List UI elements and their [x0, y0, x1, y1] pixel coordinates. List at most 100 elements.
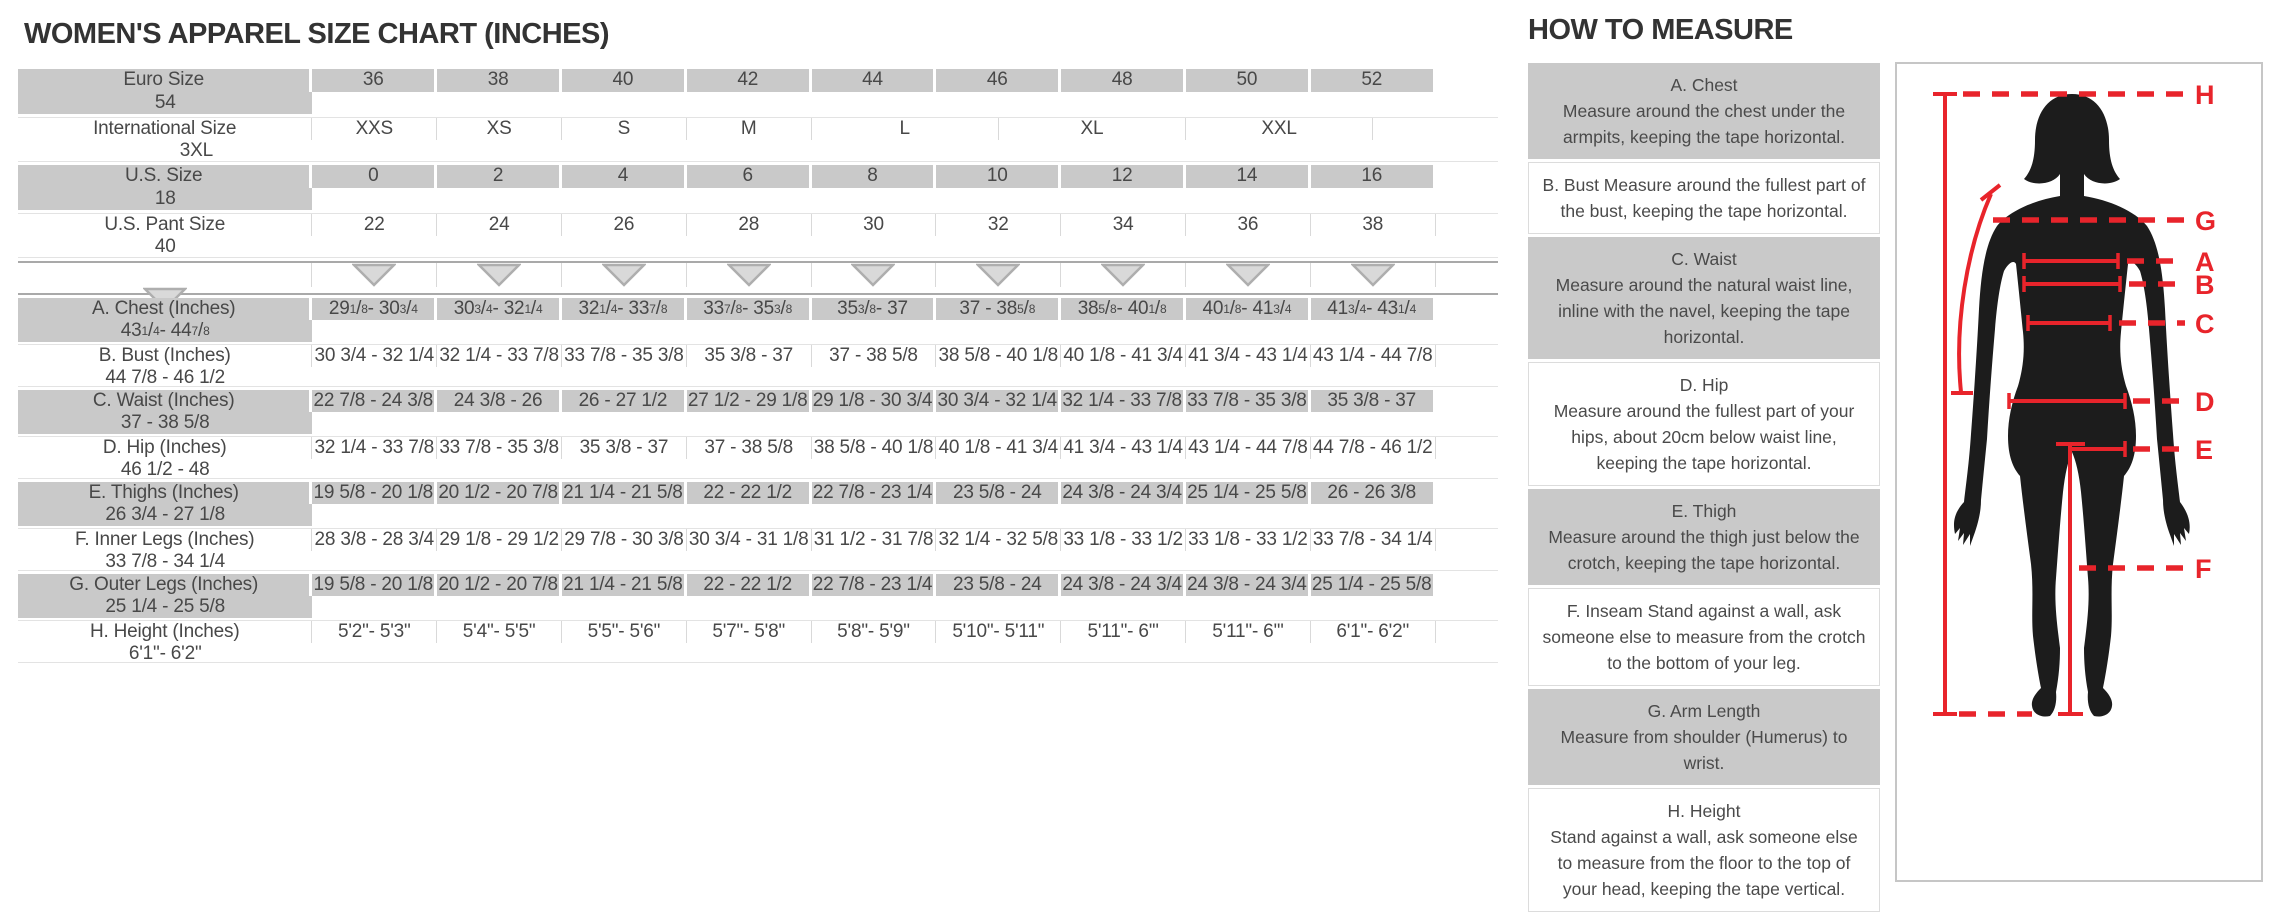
size-cell: 19 5/8 - 20 1/8	[312, 482, 438, 504]
measure-instruction-item: G. Arm Length Measure from shoulder (Hume…	[1528, 689, 1880, 785]
size-cell: 24	[437, 214, 562, 236]
size-cell: 43 1/4 - 44 7/8	[18, 320, 313, 342]
size-cell: 4	[562, 165, 687, 188]
size-cell: 43 1/4 - 44 7/8	[1311, 345, 1436, 367]
size-cell: 26 - 26 3/8	[1310, 482, 1436, 504]
size-cell: 40 1/8 - 41 3/4	[1186, 298, 1311, 320]
measure-item-heading: E. Thigh	[1671, 501, 1737, 521]
figure-label-e: E	[2195, 435, 2213, 465]
size-cell: 0	[312, 165, 438, 188]
size-cell: 29 1/8 - 30 3/4	[811, 390, 937, 412]
size-cell: 6'1"- 6'2"	[128, 643, 202, 664]
size-cell: 22 - 22 1/2	[686, 482, 812, 504]
size-cell: 32 1/4 - 33 7/8	[562, 298, 687, 320]
size-cell: 52	[1310, 69, 1436, 92]
size-cell: 6	[686, 165, 812, 188]
size-cell: 16	[1310, 165, 1436, 188]
size-cell: L	[812, 118, 999, 140]
size-cell: XXL	[1186, 118, 1374, 140]
table-row: Euro Size 36 38 40 42 44 46 48 50 52 54	[18, 69, 1498, 114]
figure-label-f: F	[2195, 554, 2212, 584]
measure-item-heading: G. Arm Length	[1647, 701, 1761, 721]
size-cell: 35 3/8 - 37	[811, 298, 937, 320]
size-cell: 29 7/8 - 30 3/8	[562, 529, 687, 551]
table-row: G. Outer Legs (Inches) 19 5/8 - 20 1/8 20 …	[18, 574, 1498, 618]
row-label: U.S. Size	[18, 165, 313, 188]
row-label: E. Thighs (Inches)	[18, 482, 313, 504]
measure-item-text: Stand against a wall, ask someone else t…	[1550, 827, 1858, 899]
row-label: H. Height (Inches)	[18, 621, 313, 643]
size-cell: 32	[936, 214, 1062, 236]
size-cell: 33 7/8 - 35 3/8	[686, 298, 812, 320]
size-cell: 41 3/4 - 43 1/4	[1186, 345, 1311, 367]
table-row: U.S. Pant Size 22 24 26 28 30 32 34 36 38 40	[18, 213, 1498, 258]
size-cell: 5'10"- 5'11"	[936, 621, 1062, 643]
figure-label-b: B	[2195, 270, 2215, 300]
size-cell: 28 3/8 - 28 3/4	[312, 529, 438, 551]
size-cell: 2	[437, 165, 562, 188]
size-cell: 5'4"- 5'5"	[437, 621, 562, 643]
size-cell: 44	[811, 69, 937, 92]
size-cell: 23 5/8 - 24	[936, 482, 1062, 504]
size-cell: 5'7"- 5'8"	[687, 621, 812, 643]
size-cell: 44 7/8 - 46 1/2	[1311, 437, 1436, 459]
size-cell: 30 3/4 - 32 1/4	[437, 298, 562, 320]
body-measurement-diagram: H G A B C D E F	[1933, 80, 2216, 717]
row-label: G. Outer Legs (Inches)	[18, 574, 313, 596]
size-cell: 32 1/4 - 33 7/8	[437, 345, 562, 367]
figure-label-g: G	[2195, 206, 2216, 236]
measure-instruction-item: F. Inseam Stand against a wall, ask some…	[1528, 588, 1880, 686]
size-cell: 40	[154, 236, 176, 257]
size-cell: 37 - 38 5/8	[687, 437, 812, 459]
measure-instruction-item: A. Chest Measure around the chest under t…	[1528, 63, 1880, 159]
size-cell: 5'2"- 5'3"	[312, 621, 438, 643]
size-cell: 31 1/2 - 31 7/8	[812, 529, 937, 551]
size-cell: 40 1/8 - 41 3/4	[936, 437, 1062, 459]
measure-item-text: Measure from shoulder (Humerus) to wrist…	[1560, 727, 1848, 773]
size-cell: 24 3/8 - 26	[437, 390, 562, 412]
size-cell: 41 3/4 - 43 1/4	[1061, 437, 1186, 459]
size-cell: 20 1/2 - 20 7/8	[437, 574, 562, 596]
size-cell: 33 7/8 - 34 1/4	[1311, 529, 1436, 551]
size-cell: 33 7/8 - 35 3/8	[562, 345, 687, 367]
size-cell: 3XL	[179, 140, 213, 161]
down-arrow-icon	[687, 263, 812, 287]
size-cell: 26 3/4 - 27 1/8	[18, 504, 313, 526]
figure-label-h: H	[2195, 80, 2215, 110]
figure-label-a: A	[2195, 247, 2215, 277]
measure-item-text: B. Bust Measure around the fullest part …	[1542, 175, 1866, 221]
size-cell: 5'11"- 6'"	[1061, 621, 1186, 643]
size-cell: 29 1/8 - 30 3/4	[312, 298, 438, 320]
table-row: U.S. Size 0 2 4 6 8 10 12 14 16 18	[18, 165, 1498, 210]
size-cell: 32 1/4 - 33 7/8	[312, 437, 438, 459]
size-cell: 21 1/4 - 21 5/8	[562, 574, 687, 596]
size-cell: 54	[18, 91, 313, 114]
down-arrow-icon	[437, 263, 562, 287]
row-label: D. Hip (Inches)	[18, 437, 313, 459]
figure-label-c: C	[2195, 309, 2215, 339]
size-cell: 33 7/8 - 35 3/8	[437, 437, 562, 459]
row-label: C. Waist (Inches)	[18, 390, 313, 412]
size-cell: 42	[686, 69, 812, 92]
size-cell: 35 3/8 - 37	[562, 437, 687, 459]
size-cell: 41 3/4 - 43 1/4	[1310, 298, 1436, 320]
size-cell: XXS	[312, 118, 438, 140]
measure-instructions-list: A. Chest Measure around the chest under t…	[1528, 63, 1880, 915]
size-cell: 5'11"- 6'"	[1186, 621, 1311, 643]
size-cell: 23 5/8 - 24	[936, 574, 1062, 596]
how-to-measure-title: HOW TO MEASURE	[1528, 14, 1793, 46]
measure-item-heading: H. Height	[1667, 801, 1741, 821]
size-cell: 28	[687, 214, 812, 236]
table-row: F. Inner Legs (Inches) 28 3/8 - 28 3/4 29 …	[18, 528, 1498, 572]
size-cell: 46	[936, 69, 1062, 92]
measure-instruction-item: H. Height Stand against a wall, ask someo…	[1528, 788, 1880, 912]
size-cell: 32 1/4 - 33 7/8	[1061, 390, 1186, 412]
size-cell: 24 3/8 - 24 3/4	[1186, 574, 1311, 596]
row-label	[18, 263, 313, 287]
table-row: A. Chest (Inches) 29 1/8 - 30 3/4 30 3/4 - 32…	[18, 298, 1498, 342]
size-cell: 22 7/8 - 23 1/4	[811, 482, 937, 504]
size-cell: 46 1/2 - 48	[120, 459, 210, 480]
size-cell: 38 5/8 - 40 1/8	[1061, 298, 1186, 320]
size-cell: 33 7/8 - 34 1/4	[105, 551, 225, 572]
size-cell: 36	[1186, 214, 1311, 236]
